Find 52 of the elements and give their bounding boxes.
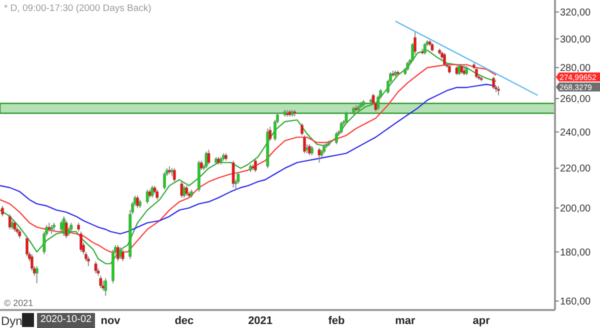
candlestick [334,131,338,145]
annotation: © 2021 [4,298,34,308]
candlestick [308,144,311,156]
candlestick [443,52,446,67]
candlestick [94,260,98,274]
candlestick [458,64,461,76]
y-tick-label: 240,00 [560,127,592,138]
y-tick-label: 280,00 [560,63,592,74]
y-tick-label: 320,00 [560,7,592,18]
candlestick [182,185,186,198]
text: 2020-10-02 [40,314,92,325]
y-tick-label: 300,00 [560,34,592,46]
y-tick-label: 160,00 [560,296,592,308]
x-tick-label: dec [174,315,194,327]
y-tick-label: 220,00 [560,164,592,175]
y-tick-label: 260,00 [560,94,592,106]
candlestick [118,246,122,260]
candlestick [474,67,478,79]
text: Dyn [1,314,22,328]
candlestick [180,181,184,198]
candlestick [207,149,210,165]
x-tick-label: feb [328,315,345,327]
candlestick [172,168,176,182]
candlestick [146,189,149,204]
candlestick [13,220,16,232]
candlestick [254,158,257,173]
candlestick [492,76,496,90]
chart-title: * D, 09:00-17:30 (2000 Days Back) [4,3,152,14]
candlestick [86,256,90,267]
candlestick [8,214,12,230]
candlestick [1,205,4,217]
candlestick [163,172,166,190]
candlestick [300,122,304,136]
x-tick-label: 2021 [248,315,273,327]
candlestick [497,85,500,96]
x-tick-label: nov [100,315,122,327]
x-tick-label: apr [472,315,491,327]
x-tick-label: mar [395,315,416,327]
candlestick [344,111,348,124]
candlestick [303,134,306,154]
candlestick [340,121,343,134]
candlestick [136,195,139,208]
candlestick [26,236,28,258]
line-series [0,84,497,234]
candlestick [62,216,66,237]
candlestick [102,280,105,292]
candlestick [80,231,82,252]
y-tick-label: 180,00 [560,247,592,258]
y-tick-label: 200,00 [560,203,592,214]
candlestick [310,146,314,156]
candlestick [35,266,38,284]
candlestick [423,42,426,55]
